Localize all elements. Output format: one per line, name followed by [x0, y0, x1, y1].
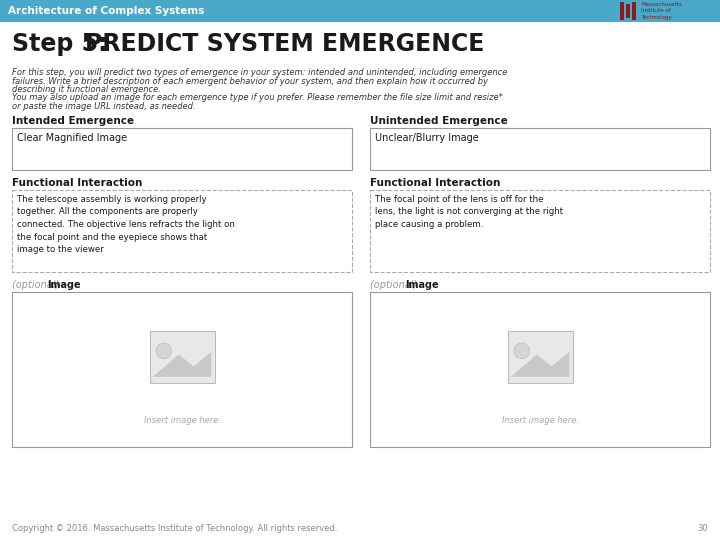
Text: You may also upload an image for each emergence type if you prefer. Please remem: You may also upload an image for each em…: [12, 93, 503, 103]
Text: Functional Interaction: Functional Interaction: [370, 178, 500, 188]
FancyBboxPatch shape: [150, 331, 215, 383]
FancyBboxPatch shape: [0, 0, 720, 22]
Text: Intended Emergence: Intended Emergence: [12, 116, 134, 126]
FancyBboxPatch shape: [632, 2, 636, 20]
Text: For this step, you will predict two types of emergence in your system: intended : For this step, you will predict two type…: [12, 68, 508, 77]
Text: failures. Write a brief description of each emergent behavior of your system, an: failures. Write a brief description of e…: [12, 77, 488, 85]
Text: Insert image here.: Insert image here.: [502, 416, 578, 425]
Text: Unintended Emergence: Unintended Emergence: [370, 116, 508, 126]
FancyBboxPatch shape: [370, 190, 710, 272]
Text: describing it functional emergence.: describing it functional emergence.: [12, 85, 161, 94]
FancyBboxPatch shape: [620, 2, 624, 20]
Text: Unclear/Blurry Image: Unclear/Blurry Image: [375, 133, 479, 143]
Text: PREDICT SYSTEM EMERGENCE: PREDICT SYSTEM EMERGENCE: [85, 32, 485, 56]
FancyBboxPatch shape: [12, 292, 352, 447]
Text: Massachusetts
Institute of
Technology: Massachusetts Institute of Technology: [641, 2, 682, 19]
Polygon shape: [510, 352, 570, 377]
Circle shape: [156, 343, 171, 359]
Text: (optional): (optional): [370, 280, 420, 290]
Text: 30: 30: [698, 524, 708, 533]
Polygon shape: [153, 352, 211, 377]
Text: Copyright © 2016. Massachusetts Institute of Technology. All rights reserved.: Copyright © 2016. Massachusetts Institut…: [12, 524, 338, 533]
Text: The telescope assembly is working properly
together. All the components are prop: The telescope assembly is working proper…: [17, 195, 235, 254]
FancyBboxPatch shape: [370, 292, 710, 447]
Text: Functional Interaction: Functional Interaction: [12, 178, 143, 188]
FancyBboxPatch shape: [12, 128, 352, 170]
Text: Insert image here.: Insert image here.: [143, 416, 220, 425]
Text: (optional): (optional): [12, 280, 63, 290]
FancyBboxPatch shape: [626, 4, 630, 18]
Text: Clear Magnified Image: Clear Magnified Image: [17, 133, 127, 143]
FancyBboxPatch shape: [508, 331, 572, 383]
Text: Image: Image: [405, 280, 438, 290]
FancyBboxPatch shape: [12, 190, 352, 272]
Text: Architecture of Complex Systems: Architecture of Complex Systems: [8, 6, 204, 16]
Text: The focal point of the lens is off for the
lens, the light is not converging at : The focal point of the lens is off for t…: [375, 195, 563, 229]
Text: Step 5:: Step 5:: [12, 32, 116, 56]
Circle shape: [514, 343, 530, 359]
FancyBboxPatch shape: [370, 128, 710, 170]
Text: Image: Image: [47, 280, 81, 290]
Text: or paste the image URL instead, as needed.: or paste the image URL instead, as neede…: [12, 102, 196, 111]
